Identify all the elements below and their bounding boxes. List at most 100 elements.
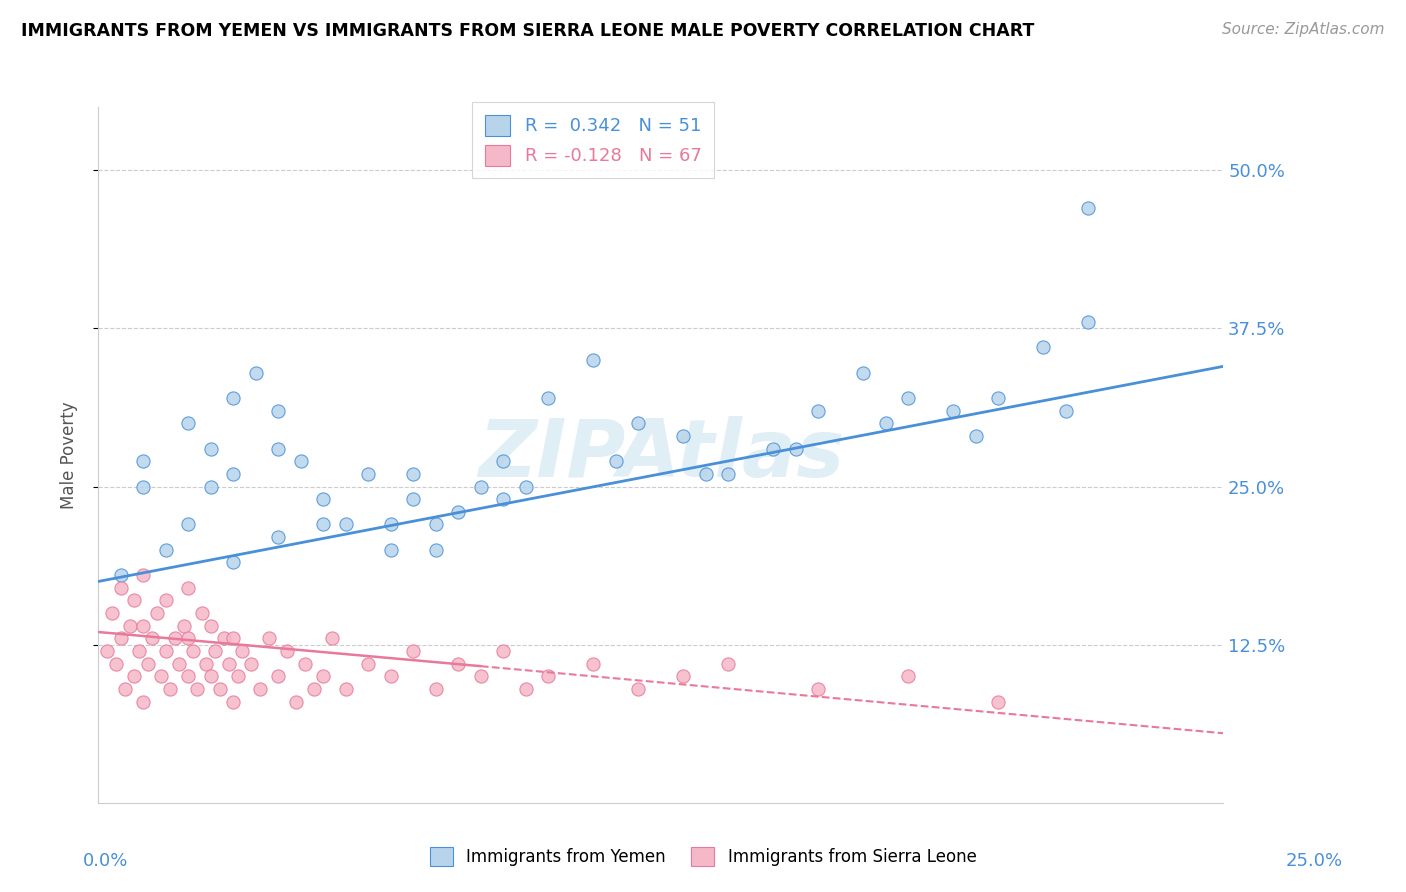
Text: IMMIGRANTS FROM YEMEN VS IMMIGRANTS FROM SIERRA LEONE MALE POVERTY CORRELATION C: IMMIGRANTS FROM YEMEN VS IMMIGRANTS FROM… xyxy=(21,22,1035,40)
Point xyxy=(470,479,492,493)
Text: ZIPAtlas: ZIPAtlas xyxy=(478,416,844,494)
Point xyxy=(249,681,271,696)
Point xyxy=(136,657,159,671)
Point xyxy=(195,657,218,671)
Point xyxy=(200,669,222,683)
Point xyxy=(222,391,245,405)
Point xyxy=(267,530,290,544)
Point xyxy=(987,391,1010,405)
Point xyxy=(124,593,146,607)
Y-axis label: Male Poverty: Male Poverty xyxy=(59,401,77,508)
Point xyxy=(181,644,204,658)
Point xyxy=(425,542,447,557)
Point xyxy=(852,366,875,380)
Point xyxy=(155,542,177,557)
Point xyxy=(492,454,515,468)
Point xyxy=(231,644,253,658)
Point xyxy=(191,606,214,620)
Point xyxy=(627,417,650,431)
Point xyxy=(200,618,222,632)
Point xyxy=(807,403,830,417)
Point xyxy=(177,581,200,595)
Point xyxy=(335,681,357,696)
Point xyxy=(101,606,124,620)
Legend: R =  0.342   N = 51, R = -0.128   N = 67: R = 0.342 N = 51, R = -0.128 N = 67 xyxy=(472,103,714,178)
Point xyxy=(492,644,515,658)
Point xyxy=(200,442,222,456)
Point xyxy=(163,632,186,646)
Point xyxy=(357,467,380,481)
Point xyxy=(380,517,402,532)
Point xyxy=(141,632,163,646)
Point xyxy=(515,479,537,493)
Point xyxy=(875,417,897,431)
Point xyxy=(312,492,335,507)
Point xyxy=(110,632,132,646)
Point xyxy=(132,568,155,582)
Point xyxy=(582,657,605,671)
Point xyxy=(582,353,605,368)
Point xyxy=(132,479,155,493)
Point xyxy=(173,618,195,632)
Point xyxy=(267,442,290,456)
Point xyxy=(177,417,200,431)
Point xyxy=(267,669,290,683)
Point xyxy=(290,454,312,468)
Point xyxy=(605,454,627,468)
Point xyxy=(537,391,560,405)
Point xyxy=(785,442,807,456)
Point xyxy=(132,454,155,468)
Text: Source: ZipAtlas.com: Source: ZipAtlas.com xyxy=(1222,22,1385,37)
Point xyxy=(402,644,425,658)
Point xyxy=(1054,403,1077,417)
Point xyxy=(222,556,245,570)
Point xyxy=(402,492,425,507)
Point xyxy=(222,632,245,646)
Point xyxy=(1077,201,1099,215)
Point xyxy=(304,681,326,696)
Point xyxy=(294,657,316,671)
Point xyxy=(380,542,402,557)
Point xyxy=(222,467,245,481)
Point xyxy=(402,467,425,481)
Point xyxy=(177,632,200,646)
Point xyxy=(96,644,118,658)
Point xyxy=(245,366,267,380)
Point xyxy=(537,669,560,683)
Point xyxy=(425,517,447,532)
Point xyxy=(762,442,785,456)
Point xyxy=(110,581,132,595)
Point xyxy=(132,618,155,632)
Point xyxy=(312,669,335,683)
Point xyxy=(807,681,830,696)
Point xyxy=(695,467,717,481)
Point xyxy=(146,606,169,620)
Point xyxy=(118,618,141,632)
Point xyxy=(155,593,177,607)
Point xyxy=(627,681,650,696)
Legend: Immigrants from Yemen, Immigrants from Sierra Leone: Immigrants from Yemen, Immigrants from S… xyxy=(422,838,984,875)
Point xyxy=(240,657,263,671)
Point xyxy=(214,632,236,646)
Point xyxy=(942,403,965,417)
Point xyxy=(672,429,695,443)
Point xyxy=(222,695,245,709)
Point xyxy=(285,695,308,709)
Point xyxy=(155,644,177,658)
Point xyxy=(492,492,515,507)
Point xyxy=(965,429,987,443)
Point xyxy=(897,669,920,683)
Point xyxy=(1077,315,1099,329)
Point xyxy=(470,669,492,683)
Point xyxy=(276,644,298,658)
Point xyxy=(200,479,222,493)
Point xyxy=(357,657,380,671)
Point xyxy=(177,517,200,532)
Point xyxy=(259,632,281,646)
Point xyxy=(226,669,249,683)
Point xyxy=(132,695,155,709)
Point xyxy=(1032,340,1054,354)
Point xyxy=(987,695,1010,709)
Point xyxy=(105,657,128,671)
Point xyxy=(110,568,132,582)
